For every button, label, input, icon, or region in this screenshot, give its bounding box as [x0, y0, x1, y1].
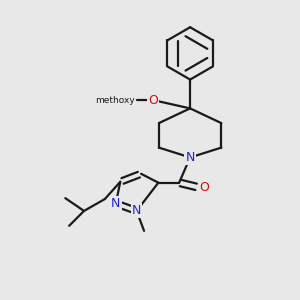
Text: methoxy: methoxy: [95, 96, 135, 105]
Text: N: N: [111, 197, 121, 210]
Text: O: O: [148, 94, 158, 106]
Text: N: N: [132, 204, 141, 218]
Text: N: N: [185, 151, 195, 164]
Text: O: O: [199, 181, 209, 194]
